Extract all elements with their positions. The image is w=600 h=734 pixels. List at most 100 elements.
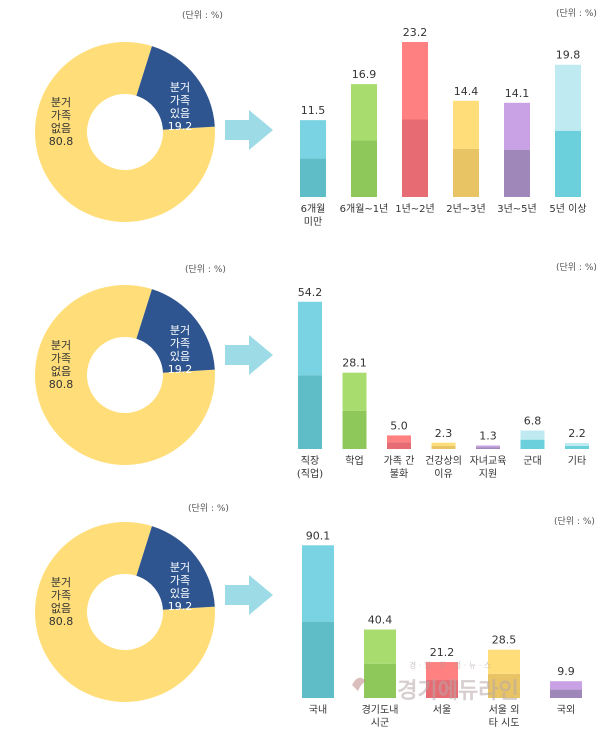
donut-value: 80.8 [49, 135, 74, 148]
donut-value: 80.8 [49, 615, 74, 628]
bar-category-label: 1년~2년 [395, 203, 435, 215]
bar-top [555, 64, 581, 131]
bar-value-label: 2.2 [568, 427, 586, 440]
bar-category-label: 군대 [523, 455, 541, 467]
donut-label: 가족 [51, 352, 71, 365]
watermark-tagline: 경 · 향 · 한 · 정 · 뉴 · 스 [409, 660, 491, 670]
bar-category-label: 가족 간 [384, 455, 415, 467]
bar-bottom [453, 148, 479, 197]
bar-bottom [300, 158, 326, 197]
bar-bottom [431, 445, 456, 449]
bar-top [300, 120, 326, 159]
bar-category-label: 직장 [301, 455, 319, 467]
bar-value-label: 28.1 [342, 357, 367, 370]
donut-value: 80.8 [49, 378, 74, 391]
donut-slice-separation [136, 46, 215, 130]
bar-top [426, 662, 458, 681]
donut-slice-no-separation [35, 42, 216, 223]
donut-label: 분거 [51, 576, 71, 589]
bar-value-label: 16.9 [352, 68, 377, 81]
bar-bottom [504, 149, 530, 197]
bar-bottom [520, 439, 545, 449]
bar-value-label: 2.3 [435, 427, 453, 440]
bar-unit-label: (단위 : %) [556, 262, 597, 273]
bar-top [431, 442, 456, 446]
bar-category-label: 시군 [371, 717, 389, 729]
bar-bottom [298, 375, 322, 449]
watermark: 경 · 향 · 한 · 정 · 뉴 · 스 경기에듀라인 [352, 660, 519, 704]
bar-category-label: 건강상의 [425, 455, 462, 467]
donut-label: 있음 [170, 587, 190, 600]
donut-value: 19.2 [168, 120, 193, 133]
bar-top [342, 372, 367, 411]
bar-value-label: 5.0 [390, 419, 408, 432]
bar-value-label: 11.5 [301, 104, 326, 117]
panel-2: (단위 : %) 분거 가족 없음 80.8 분거 가족 있음 19.2 (단위 : %) 5… [0, 250, 600, 500]
panel-3: (단위 : %) 분거 가족 없음 80.8 분거 가족 있음 19.2 (단위 : %) 9… [0, 500, 600, 734]
bar-bottom [351, 140, 377, 197]
bar-top [351, 84, 377, 141]
donut-unit-label: (단위 : %) [188, 503, 229, 514]
bar-value-label: 14.4 [454, 85, 479, 98]
bar-bottom [402, 119, 428, 197]
bar-value-label: 21.2 [430, 646, 455, 659]
donut-value: 19.2 [168, 600, 193, 613]
donut-slice-no-separation [35, 285, 216, 466]
bar-bottom [550, 689, 582, 698]
donut-label: 없음 [51, 365, 71, 378]
bar-top [453, 100, 479, 149]
bar-value-label: 54.2 [298, 286, 323, 299]
bar-value-label: 28.5 [492, 634, 517, 647]
donut-slice-no-separation [35, 522, 216, 702]
donut-label: 분거 [170, 561, 190, 574]
bar-category-label: 서울 외 [489, 704, 520, 716]
donut-unit-label: (단위 : %) [182, 10, 223, 21]
bar-bottom [364, 663, 396, 698]
bar-category-label: 5년 이상 [549, 203, 586, 215]
watermark-logo-icon [352, 677, 366, 691]
donut-label: 있음 [170, 107, 190, 120]
arrow-shape [225, 335, 273, 375]
donut-label: 가족 [51, 589, 71, 602]
bar-bottom [555, 130, 581, 197]
bar-unit-label: (단위 : %) [556, 8, 597, 19]
bar-bottom [342, 410, 367, 449]
bar-top [298, 301, 322, 376]
bar-category-label: 6개월 [301, 203, 326, 215]
bar-top [402, 42, 428, 120]
bar-category-label: 서울 [433, 704, 451, 716]
bar-category-label: 기타 [568, 455, 586, 467]
bar-top [302, 545, 334, 622]
bar-top [520, 430, 545, 440]
bar-bottom [426, 680, 458, 698]
bar-category-label: (직업) [297, 467, 323, 480]
bar-value-label: 1.3 [479, 429, 497, 442]
bar-value-label: 40.4 [368, 614, 393, 627]
bar-category-label: 경기도내 [362, 703, 399, 716]
panel-1: (단위 : %) 분거 가족 없음 80.8 분거 가족 있음 19.2 (단위 : %) 1… [0, 0, 600, 250]
donut-label: 가족 [170, 94, 190, 107]
donut-label: 가족 [170, 337, 190, 350]
bar-category-label: 미만 [304, 216, 322, 228]
arrow-icon [225, 575, 273, 615]
bar-category-label: 국외 [557, 704, 575, 716]
donut-slice-separation [136, 289, 215, 373]
bar-bottom [302, 621, 334, 698]
bar-top [550, 681, 582, 690]
bar-top [504, 102, 530, 150]
arrow-shape [225, 575, 273, 615]
bar-value-label: 19.8 [556, 49, 581, 62]
bar-top [488, 649, 520, 674]
bar-value-label: 90.1 [306, 529, 331, 542]
arrow-shape [225, 110, 273, 150]
donut-label: 분거 [170, 324, 190, 337]
bar-bottom [565, 446, 589, 449]
bar-category-label: 이유 [434, 468, 452, 480]
